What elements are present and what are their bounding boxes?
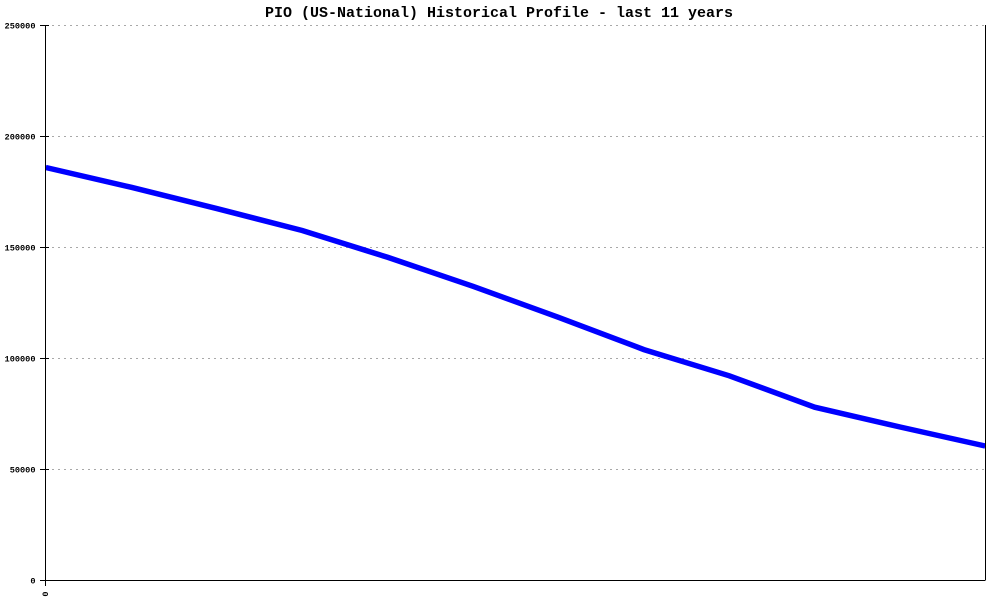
svg-text:200000: 200000 xyxy=(5,133,36,143)
svg-text:50000: 50000 xyxy=(10,466,36,476)
svg-text:PIO (US-National) Historical P: PIO (US-National) Historical Profile - l… xyxy=(265,5,733,22)
svg-text:100000: 100000 xyxy=(5,355,36,365)
svg-text:0: 0 xyxy=(30,577,35,587)
svg-text:0: 0 xyxy=(41,591,51,596)
svg-text:250000: 250000 xyxy=(5,22,36,32)
svg-text:150000: 150000 xyxy=(5,244,36,254)
